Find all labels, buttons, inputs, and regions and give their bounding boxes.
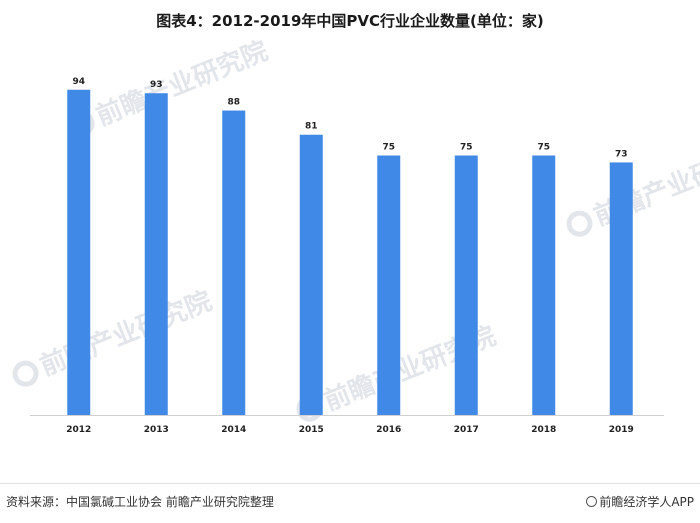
x-tick-label-2014: 2014 [221,425,246,435]
chart-title: 图表4：2012-2019年中国PVC行业企业数量(单位：家) [156,12,544,30]
x-tick-label-2016: 2016 [376,425,401,435]
data-label-2012: 94 [72,77,85,87]
bar-2014 [222,110,246,416]
bar-2016 [377,155,401,415]
data-label-2013: 93 [150,80,163,90]
x-tick-label-2012: 2012 [66,425,91,435]
brand-label: 前瞻经济学人APP [599,495,694,509]
bar-2013 [144,93,168,415]
bar-2017 [454,155,478,415]
data-label-2016: 75 [382,143,395,153]
bar-2015 [299,134,323,416]
data-label-2018: 75 [537,143,550,153]
bar-2018 [532,155,556,415]
x-tick-label-2013: 2013 [144,425,169,435]
data-label-2014: 88 [227,98,240,108]
bar-2012 [67,89,91,415]
bar-2019 [609,162,633,415]
footer-divider [0,483,700,484]
brand-credit: 前瞻经济学人APP [586,493,694,510]
data-label-2019: 73 [615,149,628,159]
bar-chart: 94 2012 93 2013 88 2014 81 2015 75 2016 75 2017 75 20… [30,77,664,435]
x-tick-label-2017: 2017 [454,425,479,435]
x-tick-label-2015: 2015 [299,425,324,435]
source-note: 资料来源：中国氯碱工业协会 前瞻产业研究院整理 [6,495,274,509]
x-tick-label-2019: 2019 [609,425,634,435]
x-tick-label-2018: 2018 [531,425,556,435]
brand-logo-icon [586,496,598,507]
data-label-2015: 81 [305,122,318,132]
data-label-2017: 75 [460,143,473,153]
